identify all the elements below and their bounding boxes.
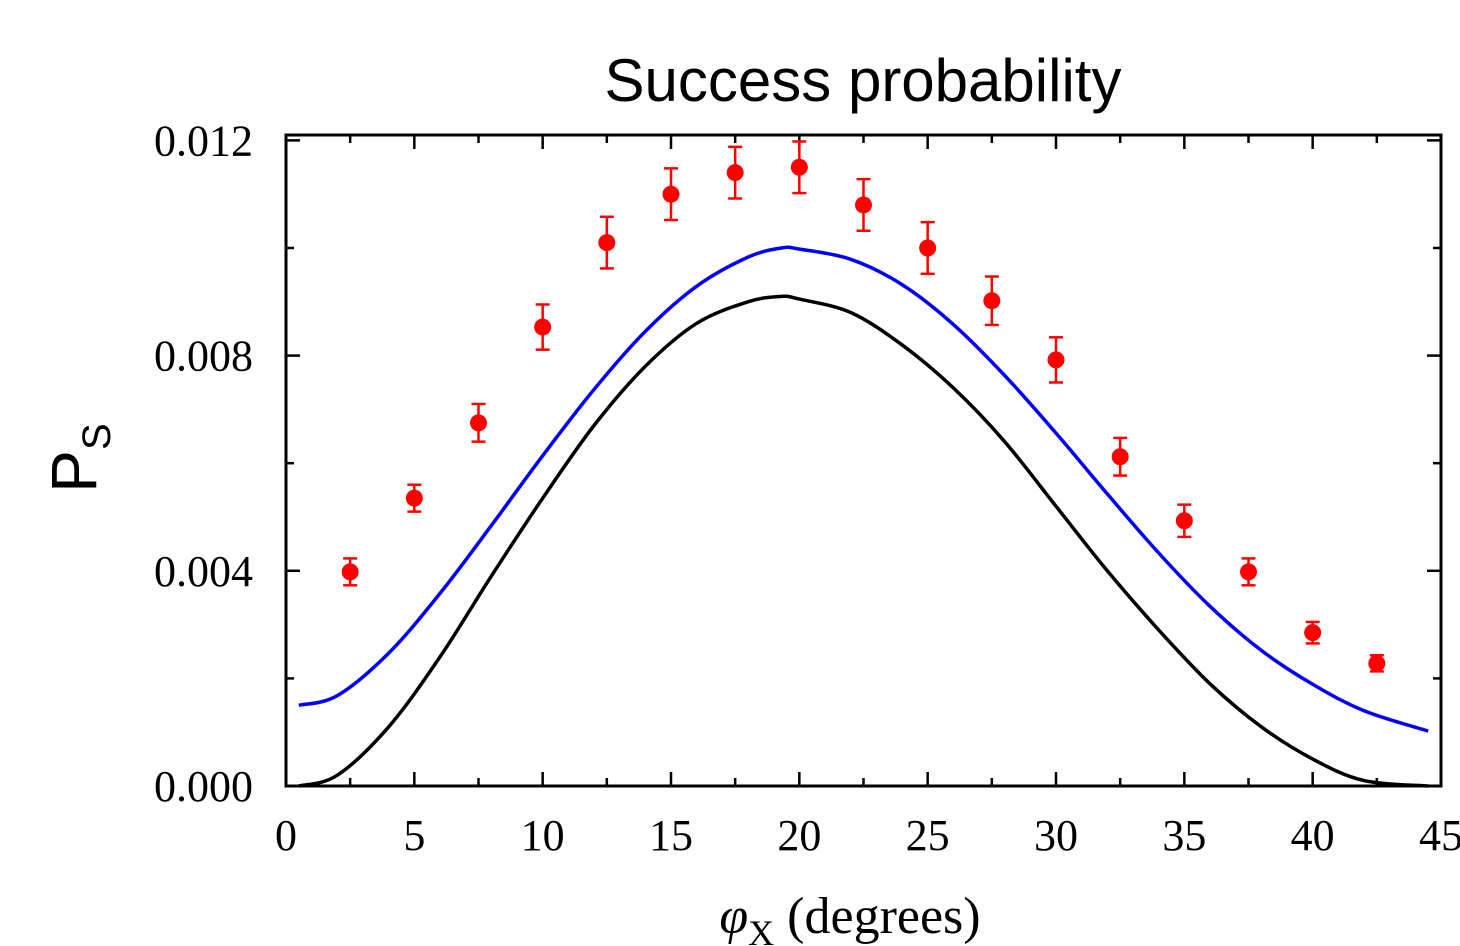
y-tick-label: 0.012 [154, 116, 253, 165]
x-tick-label: 45 [1419, 811, 1460, 860]
y-axis-label-main: P [38, 450, 110, 493]
data-point [1047, 351, 1065, 369]
data-point [405, 489, 423, 507]
blue-curve [298, 245, 1429, 733]
x-axis-label-sub: X [748, 913, 774, 946]
data-point [790, 158, 808, 176]
x-tick-label: 40 [1291, 811, 1335, 860]
data-point [919, 239, 937, 257]
x-tick-label: 0 [275, 811, 297, 860]
data-point [341, 563, 359, 581]
data-point [1111, 448, 1129, 466]
x-tick-label: 5 [403, 811, 425, 860]
chart-title: Success probability [605, 47, 1122, 114]
svg-text:PS: PS [38, 423, 119, 492]
x-tick-label: 35 [1162, 811, 1206, 860]
data-point [1304, 624, 1322, 642]
x-axis-label: φX (degrees) [719, 888, 980, 946]
y-tick-label: 0.008 [154, 332, 253, 381]
y-tick-label: 0.000 [154, 762, 253, 811]
data-point [534, 318, 552, 336]
y-axis-label-sub: S [75, 423, 119, 450]
axis-ticks: 0 5 10 15 20 25 30 35 40 45 0.000 0.004 0.008 0.012 [154, 116, 1460, 860]
x-tick-label: 10 [521, 811, 565, 860]
x-axis-label-rest: (degrees) [774, 888, 980, 945]
data-point [726, 164, 744, 182]
x-tick-label: 30 [1034, 811, 1078, 860]
y-tick-label: 0.004 [154, 547, 253, 596]
data-point [855, 196, 872, 214]
data-point [662, 185, 680, 203]
x-tick-label: 15 [649, 811, 693, 860]
data-point [1368, 654, 1386, 672]
curves [298, 245, 1429, 788]
data-point [598, 234, 616, 252]
data-point [1240, 563, 1257, 581]
data-point [1175, 512, 1193, 530]
plot-frame [284, 133, 1443, 788]
x-axis-label-symbol: φ [719, 888, 748, 945]
data-point [983, 292, 1001, 310]
x-tick-label: 20 [777, 811, 821, 860]
data-points [341, 140, 1386, 673]
y-axis-label: PS [38, 423, 119, 492]
black-curve [298, 294, 1429, 788]
data-point [470, 414, 487, 432]
svg-text:φX (degrees): φX (degrees) [719, 888, 980, 946]
x-tick-label: 25 [906, 811, 950, 860]
